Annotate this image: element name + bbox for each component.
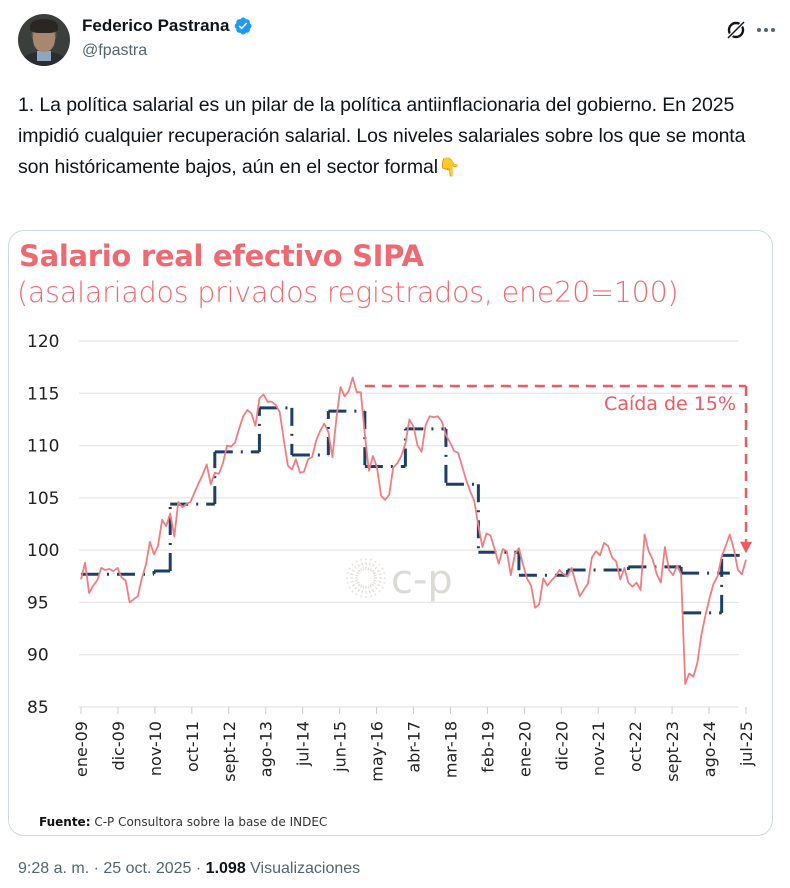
watermark-ray	[348, 567, 360, 575]
y-tick-label: 120	[27, 332, 59, 352]
chart-subtitle: (asalariados privados registrados, ene20…	[17, 276, 679, 309]
grok-icon[interactable]	[724, 18, 748, 42]
watermark-ray	[346, 579, 359, 584]
chart-plot: 120 115 110 105 100 95 90 85 ene-09 dic-09 nov-10 o…	[27, 332, 756, 782]
watermark-text: c-p	[391, 557, 453, 603]
x-tick-label: sept-23	[663, 721, 682, 782]
watermark-ray	[355, 584, 363, 596]
watermark-ray	[355, 560, 363, 572]
author-handle[interactable]: @fpastra	[82, 42, 148, 59]
y-tick-label: 110	[27, 437, 59, 457]
chart-title: Salario real efectivo SIPA	[19, 239, 424, 273]
x-tick-label: nov-10	[146, 721, 165, 776]
x-tick-label: oct-22	[626, 721, 645, 772]
y-tick-label: 90	[27, 646, 49, 666]
watermark-ray	[346, 572, 359, 577]
verified-badge-icon	[235, 17, 252, 35]
watermark-ray	[372, 581, 384, 589]
watermark-ray	[360, 585, 365, 598]
separator: ·	[89, 860, 104, 877]
tweet-header: Federico Pastrana @fpastra	[18, 14, 778, 66]
x-tick-label: ago-24	[700, 721, 719, 777]
dot	[771, 28, 775, 32]
tweet-footer: 9:28 a. m. · 25 oct. 2025 · 1.098 Visual…	[18, 860, 360, 878]
avatar[interactable]	[18, 14, 70, 66]
x-tick-label: sept-12	[220, 721, 239, 782]
watermark-ray	[367, 585, 372, 598]
annotation-label: Caída de 15%	[604, 393, 736, 415]
x-tick-label: dic-20	[552, 721, 571, 771]
x-tick-label: jul-14	[294, 721, 313, 767]
watermark-ray	[373, 579, 386, 584]
tweet-text: 1. La política salarial es un pilar de l…	[18, 90, 758, 183]
tweet-date[interactable]: 25 oct. 2025	[103, 860, 192, 877]
x-tick-label: abr-17	[405, 721, 424, 773]
watermark-ray	[369, 584, 377, 596]
pointing-down-emoji-icon: 👇	[438, 157, 461, 177]
annotation-arrowhead-icon	[740, 541, 752, 554]
y-tick-label: 85	[27, 698, 49, 718]
x-tick-label: jul-25	[737, 721, 756, 767]
watermark-ray	[371, 583, 381, 593]
watermark-ray	[348, 581, 360, 589]
watermark-ray	[367, 558, 372, 571]
y-tick-label: 105	[27, 489, 59, 509]
source-text: C-P Consultora sobre la base de INDEC	[94, 815, 328, 829]
separator: ·	[191, 860, 206, 877]
x-tick-label: oct-11	[183, 721, 202, 772]
x-tick-label: nov-21	[589, 721, 608, 776]
tweet-body: 1. La política salarial es un pilar de l…	[18, 94, 746, 178]
tweet-time[interactable]: 9:28 a. m.	[18, 860, 90, 877]
x-tick-label: may-16	[368, 721, 387, 782]
watermark-ray	[372, 567, 384, 575]
x-tick-label: ene-20	[515, 721, 534, 777]
x-tick-label: ago-13	[257, 721, 276, 777]
source-label: Fuente:	[39, 815, 91, 829]
dot	[764, 28, 768, 32]
watermark-ray	[369, 560, 377, 572]
watermark-ray	[373, 572, 386, 577]
author-name[interactable]: Federico Pastrana	[82, 16, 230, 35]
watermark-logo	[346, 558, 386, 598]
views-count: 1.098	[205, 860, 246, 877]
x-tick-label: dic-09	[109, 721, 128, 771]
views-label: Visualizaciones	[250, 860, 361, 877]
x-tick-label: ene-09	[72, 721, 91, 777]
dot	[757, 28, 761, 32]
author-name-row: Federico Pastrana	[82, 16, 253, 36]
chart-source: Fuente: C-P Consultora sobre la base de …	[39, 815, 327, 829]
watermark-ray	[351, 583, 361, 593]
avatar-shirt	[37, 51, 51, 61]
y-tick-label: 95	[27, 593, 49, 613]
series-line	[80, 376, 747, 685]
more-options-icon[interactable]	[754, 22, 778, 38]
tweet-media-chart[interactable]: Salario real efectivo SIPA (asalariados …	[8, 230, 773, 836]
avatar-hair	[30, 19, 58, 33]
x-tick-label: jun-15	[331, 721, 350, 773]
y-tick-label: 115	[27, 384, 59, 404]
x-tick-label: feb-19	[478, 721, 497, 773]
y-tick-label: 100	[27, 541, 59, 561]
watermark-ray	[360, 558, 365, 571]
x-tick-label: mar-18	[441, 721, 460, 778]
